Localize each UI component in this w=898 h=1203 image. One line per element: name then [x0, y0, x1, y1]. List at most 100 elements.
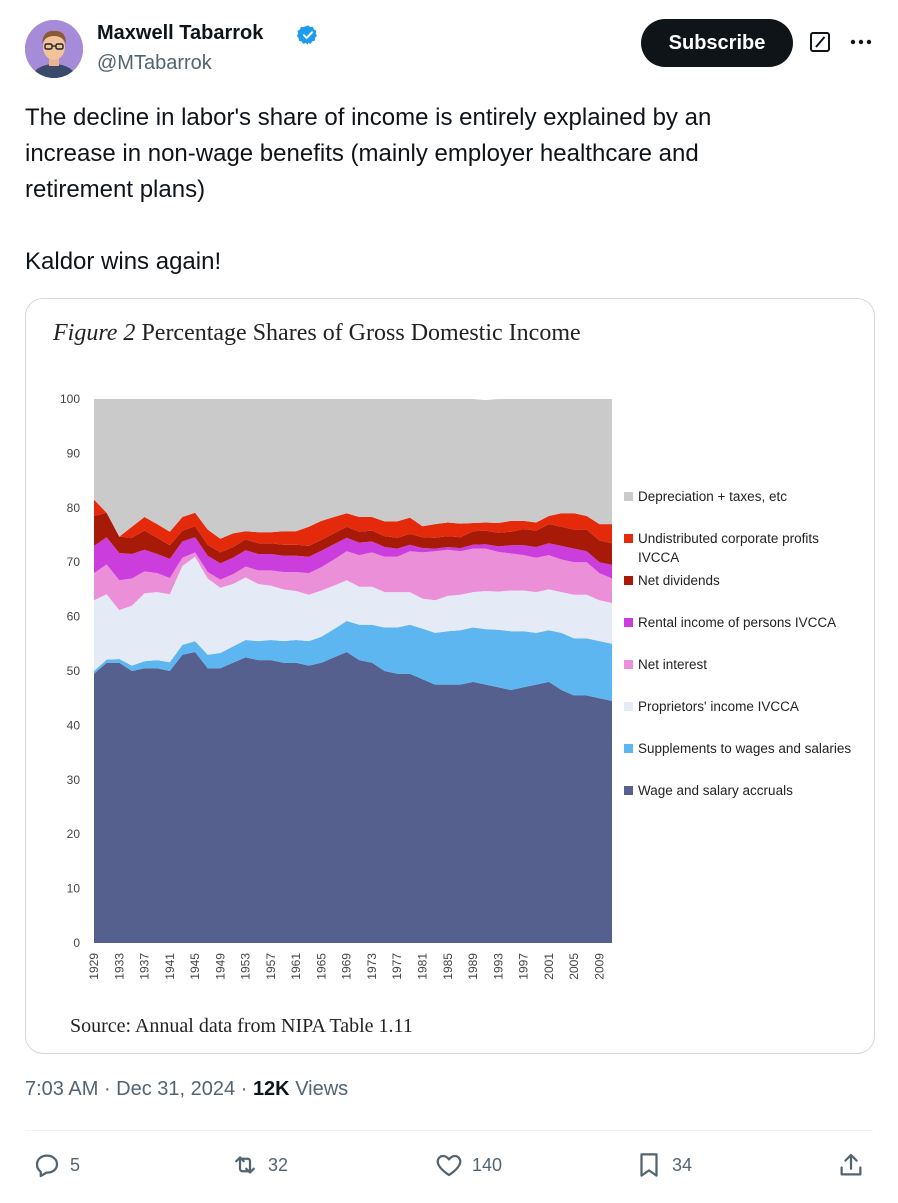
y-tick-label: 20 — [67, 827, 81, 841]
grok-icon[interactable] — [808, 30, 832, 54]
legend-label: Supplements to wages and salaries — [638, 741, 851, 756]
like-button[interactable]: 140 — [434, 1150, 502, 1180]
y-tick-label: 0 — [73, 936, 80, 950]
tweet-text-paragraph: The decline in labor's share of income i… — [25, 104, 712, 203]
reply-icon — [35, 1154, 59, 1178]
x-tick-label: 1957 — [264, 953, 278, 980]
x-tick-label: 1933 — [112, 953, 126, 980]
y-tick-label: 60 — [67, 610, 81, 624]
legend-swatch — [624, 534, 633, 543]
x-tick-label: 1949 — [213, 953, 227, 980]
area-series-6 — [94, 499, 612, 553]
figure-title-prefix: Figure 2 — [52, 320, 135, 346]
like-count: 140 — [472, 1154, 503, 1175]
legend-label: Net dividends — [638, 573, 720, 588]
figure-source: Source: Annual data from NIPA Table 1.11 — [70, 1015, 413, 1037]
x-tick-label: 2005 — [567, 953, 581, 980]
share-icon — [840, 1153, 862, 1176]
tweet-time[interactable]: 7:03 AM — [25, 1078, 99, 1100]
area-series-5 — [94, 512, 612, 565]
bookmark-count: 34 — [672, 1154, 693, 1175]
views-count: 12K — [252, 1078, 290, 1100]
x-tick-label: 1981 — [415, 953, 429, 980]
reply-button[interactable]: 5 — [32, 1150, 80, 1180]
legend-swatch — [624, 576, 633, 585]
x-axis-ticks: 1929 1933 1937 1941 1945 1949 1953 1957 1961 1965… — [87, 953, 606, 980]
y-tick-label: 90 — [67, 446, 81, 460]
verified-badge-icon[interactable] — [297, 24, 319, 46]
bookmark-button[interactable]: 34 — [634, 1150, 692, 1180]
legend-label: Net interest — [638, 657, 707, 672]
legend: Depreciation + taxes, etc Undistributed c… — [624, 489, 851, 798]
legend-swatch — [624, 786, 633, 795]
repost-button[interactable]: 32 — [230, 1150, 288, 1180]
tweet-text: The decline in labor's share of income i… — [25, 100, 855, 280]
legend-label: Rental income of persons IVCCA — [638, 615, 836, 630]
y-tick-label: 100 — [60, 392, 80, 406]
y-tick-label: 50 — [67, 664, 81, 678]
area-series-2 — [94, 556, 612, 671]
area-series-0 — [94, 652, 612, 943]
figure-title-rest: Percentage Shares of Gross Domestic Inco… — [135, 320, 580, 346]
avatar[interactable] — [25, 20, 83, 78]
tweet-meta: 7:03 AM · Dec 31, 2024 · 12K Views — [25, 1078, 348, 1101]
x-tick-label: 1929 — [87, 953, 101, 980]
legend-swatch — [624, 660, 633, 669]
share-button[interactable] — [836, 1150, 866, 1180]
avatar-icon — [25, 20, 83, 78]
meta-separator: · — [235, 1078, 253, 1100]
plot-areas — [94, 399, 612, 943]
y-axis-ticks: 0 10 20 30 40 50 60 70 80 90 100 — [60, 392, 80, 950]
x-tick-label: 1997 — [517, 953, 531, 980]
legend-label: IVCCA — [638, 550, 679, 565]
y-tick-label: 30 — [67, 773, 81, 787]
action-bar: 5 32 140 34 — [0, 1150, 898, 1186]
x-tick-label: 1941 — [163, 953, 177, 980]
x-tick-label: 1989 — [466, 953, 480, 980]
x-tick-label: 1973 — [365, 953, 379, 980]
area-series-1 — [94, 621, 612, 701]
repost-count: 32 — [268, 1154, 289, 1175]
legend-label: Wage and salary accruals — [638, 783, 793, 798]
x-tick-label: 1977 — [390, 953, 404, 980]
x-tick-label: 1937 — [138, 953, 152, 980]
y-tick-label: 70 — [67, 555, 81, 569]
x-tick-label: 1945 — [188, 953, 202, 980]
y-tick-label: 80 — [67, 501, 81, 515]
area-series-4 — [94, 537, 612, 581]
bookmark-icon — [640, 1153, 658, 1177]
x-tick-label: 1965 — [314, 953, 328, 980]
legend-swatch — [624, 492, 633, 501]
y-tick-label: 10 — [67, 882, 81, 896]
heart-icon — [436, 1154, 462, 1177]
legend-swatch — [624, 702, 633, 711]
subscribe-button[interactable]: Subscribe — [641, 19, 793, 67]
repost-icon — [235, 1156, 255, 1174]
meta-separator: · — [98, 1078, 117, 1100]
more-icon[interactable] — [848, 30, 874, 54]
stacked-area-chart: Figure 2 Percentage Shares of Gross Dome… — [52, 320, 851, 1037]
x-tick-label: 2001 — [542, 953, 556, 980]
x-tick-label: 1961 — [289, 953, 303, 980]
media-card[interactable]: Figure 2 Percentage Shares of Gross Dome… — [25, 298, 875, 1054]
x-tick-label: 1953 — [239, 953, 253, 980]
y-tick-label: 40 — [67, 718, 81, 732]
tweet-date[interactable]: Dec 31, 2024 — [116, 1078, 236, 1100]
legend-label: Depreciation + taxes, etc — [638, 489, 787, 504]
area-series-3 — [94, 548, 612, 611]
x-tick-label: 2009 — [592, 953, 606, 980]
legend-label: Proprietors' income IVCCA — [638, 699, 799, 714]
x-tick-label: 1985 — [441, 953, 455, 980]
author-name[interactable]: Maxwell Tabarrok — [97, 22, 264, 44]
legend-swatch — [624, 744, 633, 753]
views-label: Views — [289, 1078, 349, 1100]
reply-count: 5 — [70, 1154, 81, 1175]
x-tick-label: 1993 — [491, 953, 505, 980]
divider — [25, 1130, 873, 1131]
figure-title: Figure 2 Percentage Shares of Gross Dome… — [52, 320, 581, 346]
area-series-7 — [94, 399, 612, 539]
legend-label: Undistributed corporate profits — [638, 531, 819, 546]
x-tick-label: 1969 — [340, 953, 354, 980]
tweet-text-paragraph: Kaldor wins again! — [25, 248, 222, 275]
author-handle[interactable]: @MTabarrok — [97, 52, 212, 74]
